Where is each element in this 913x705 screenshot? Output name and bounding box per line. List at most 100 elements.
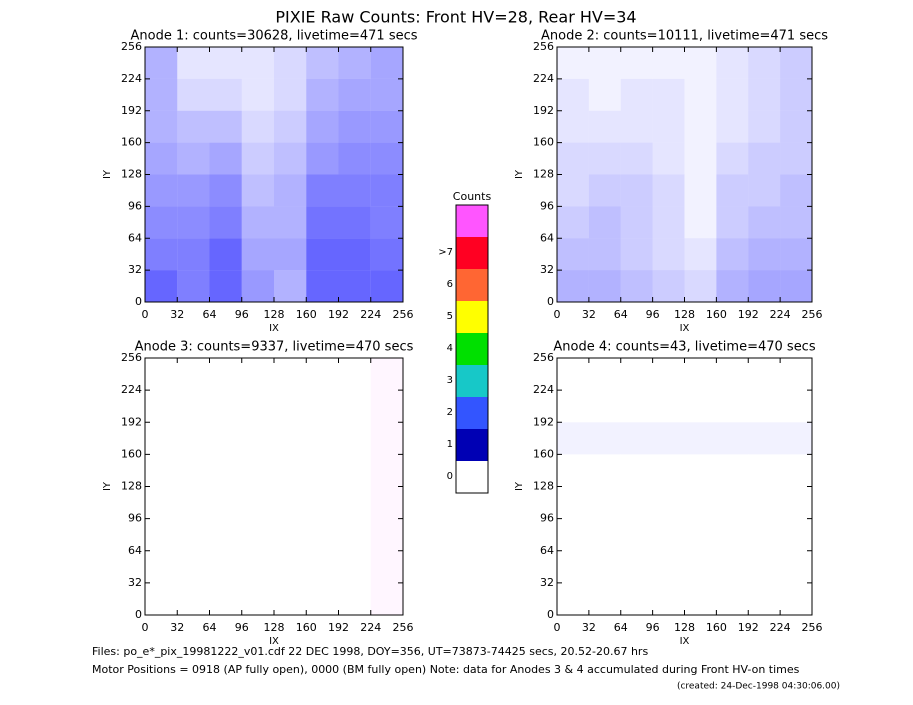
density-cell	[780, 519, 812, 551]
density-cell	[210, 519, 242, 551]
density-cell	[716, 358, 748, 390]
y-tick-label: 192	[121, 104, 142, 117]
density-cell	[370, 206, 403, 239]
density-cell	[370, 518, 403, 551]
density-cell	[620, 174, 653, 207]
density-cell	[685, 454, 717, 486]
x-tick-label: 256	[802, 621, 823, 634]
density-cell	[177, 422, 209, 454]
y-tick-label: 256	[121, 351, 142, 364]
density-cell	[209, 270, 242, 302]
density-cell	[716, 142, 749, 175]
density-cell	[557, 78, 589, 111]
y-tick-label: 128	[533, 480, 554, 493]
density-cell	[177, 519, 209, 551]
density-cell	[339, 519, 371, 551]
density-cell	[241, 110, 274, 143]
density-cell	[588, 422, 621, 455]
density-cell	[370, 454, 403, 487]
colorbar-label: 1	[447, 439, 453, 450]
density-cell	[621, 390, 653, 422]
y-tick-label: 0	[135, 295, 142, 308]
x-axis-label: IX	[680, 636, 690, 647]
x-tick-label: 192	[738, 621, 759, 634]
density-cell	[685, 487, 717, 519]
density-cell	[242, 390, 274, 422]
panel-title: Anode 4: counts=43, livetime=470 secs	[553, 340, 815, 355]
density-cell	[748, 358, 780, 390]
density-cell	[338, 206, 371, 239]
density-cell	[370, 486, 403, 519]
density-cell	[588, 142, 621, 175]
density-cell	[684, 142, 717, 175]
x-axis-label: IX	[269, 323, 279, 334]
density-cell	[306, 238, 339, 271]
density-cell	[177, 238, 210, 271]
density-cell	[145, 358, 177, 390]
density-cell	[370, 142, 403, 175]
x-tick-label: 224	[770, 308, 791, 321]
x-tick-label: 32	[170, 308, 184, 321]
density-cell	[685, 551, 717, 583]
y-tick-label: 128	[121, 480, 142, 493]
colorbar-swatch	[456, 461, 488, 493]
density-cell	[588, 270, 621, 302]
density-cell	[209, 142, 242, 175]
density-cell	[145, 487, 177, 519]
panel-title: Anode 2: counts=10111, livetime=471 secs	[541, 29, 828, 44]
density-cell	[557, 142, 589, 175]
density-cell	[557, 110, 589, 143]
figure-title: PIXIE Raw Counts: Front HV=28, Rear HV=3…	[275, 8, 636, 27]
density-cell	[210, 454, 242, 486]
density-cell	[748, 206, 781, 239]
footer-note: (created: 24-Dec-1998 04:30:06.00)	[677, 682, 840, 692]
density-cell	[716, 519, 748, 551]
density-cell	[370, 550, 403, 583]
colorbar-swatch	[456, 237, 488, 269]
y-tick-label: 192	[533, 415, 554, 428]
density-cell	[210, 358, 242, 390]
density-cell	[242, 551, 274, 583]
x-tick-label: 32	[582, 308, 596, 321]
density-cell	[621, 519, 653, 551]
density-cell	[620, 238, 653, 271]
density-cell	[652, 110, 685, 143]
density-cell	[306, 422, 338, 454]
density-cell	[209, 206, 242, 239]
colorbar-label: 3	[447, 375, 453, 386]
density-cell	[210, 551, 242, 583]
y-axis-label: IY	[102, 169, 113, 179]
density-cell	[557, 487, 589, 519]
density-cell	[274, 454, 306, 486]
density-cell	[716, 551, 748, 583]
x-tick-label: 224	[360, 308, 381, 321]
density-cell	[557, 422, 589, 455]
y-tick-label: 160	[121, 447, 142, 460]
footer-line: Motor Positions = 0918 (AP fully open), …	[92, 663, 800, 676]
x-tick-label: 96	[646, 621, 660, 634]
density-cell	[780, 110, 812, 143]
density-cell	[620, 78, 653, 111]
x-tick-label: 0	[554, 308, 561, 321]
density-cell	[209, 78, 242, 111]
density-cell	[684, 47, 717, 79]
density-cell	[557, 583, 589, 615]
density-cell	[780, 487, 812, 519]
density-cell	[716, 454, 748, 486]
density-cell	[306, 390, 338, 422]
density-cell	[242, 358, 274, 390]
density-cell	[684, 110, 717, 143]
density-cell	[145, 78, 178, 111]
y-tick-label: 224	[121, 383, 142, 396]
x-tick-label: 128	[264, 308, 285, 321]
colorbar-label: 0	[447, 471, 453, 482]
density-cell	[620, 422, 653, 455]
x-tick-label: 96	[646, 308, 660, 321]
density-cell	[370, 270, 403, 302]
density-cell	[370, 238, 403, 271]
density-cell	[653, 519, 685, 551]
y-tick-label: 64	[128, 231, 142, 244]
panel-title: Anode 1: counts=30628, livetime=471 secs	[130, 29, 417, 44]
density-cell	[339, 358, 371, 390]
